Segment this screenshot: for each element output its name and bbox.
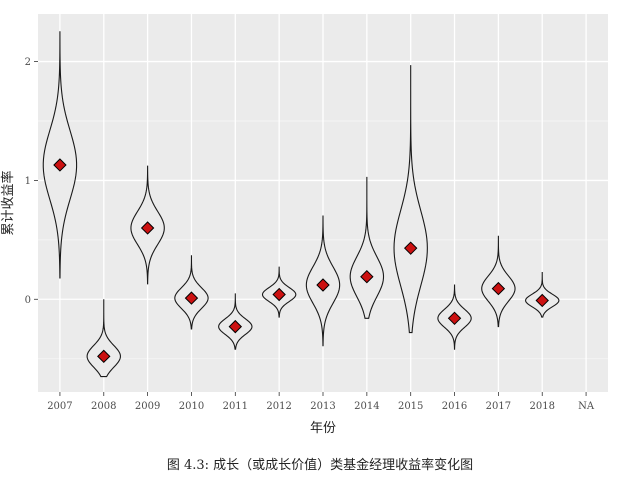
x-tick-label: 2010	[179, 401, 204, 412]
x-tick-label: 2014	[354, 401, 379, 412]
mean-marker-2016	[447, 311, 462, 326]
x-axis-title: 年份	[310, 421, 336, 436]
x-tick-label: 2013	[310, 401, 335, 412]
x-tick-label: 2017	[486, 401, 511, 412]
mean-marker-2018	[535, 293, 549, 308]
y-tick-label: 2	[25, 57, 31, 68]
x-tick-label: 2011	[223, 401, 248, 412]
x-tick-label: 2012	[266, 401, 291, 412]
violin-2008	[86, 299, 121, 378]
mean-marker-2010	[184, 291, 199, 305]
x-tick-label: 2015	[398, 401, 423, 412]
mean-marker-2013	[316, 278, 330, 292]
mean-marker-2014	[360, 269, 374, 284]
figure-caption: 图 4.3: 成长（或成长价值）类基金经理收益率变化图	[166, 458, 474, 473]
x-tick-label: 2008	[91, 401, 116, 412]
violin-chart: 0 1 2 2007 2008 2009 2010 2011 2012 2013 2014 2015 2…	[0, 14, 608, 436]
mean-marker-2017	[491, 281, 506, 296]
mean-marker-2011	[228, 319, 243, 334]
x-tick-label: 2018	[530, 401, 555, 412]
violin-2007	[42, 31, 78, 279]
y-tick-label: 1	[25, 176, 31, 187]
y-tick-label: 0	[25, 295, 31, 306]
x-tick-label: 2007	[47, 401, 72, 412]
violin-2015	[393, 65, 428, 334]
x-tick-label: 2009	[135, 401, 160, 412]
x-tick-label: 2016	[442, 401, 467, 412]
mean-marker-2012	[272, 287, 286, 302]
y-axis-title: 累计收益率	[0, 170, 16, 235]
mean-marker-2009	[140, 221, 155, 235]
mean-marker-2008	[97, 349, 111, 364]
x-tick-label: NA	[578, 401, 595, 412]
violin-2014	[349, 176, 385, 319]
mean-marker-2015	[403, 241, 418, 255]
mean-marker-2007	[53, 158, 67, 172]
violin-2017	[481, 235, 516, 328]
